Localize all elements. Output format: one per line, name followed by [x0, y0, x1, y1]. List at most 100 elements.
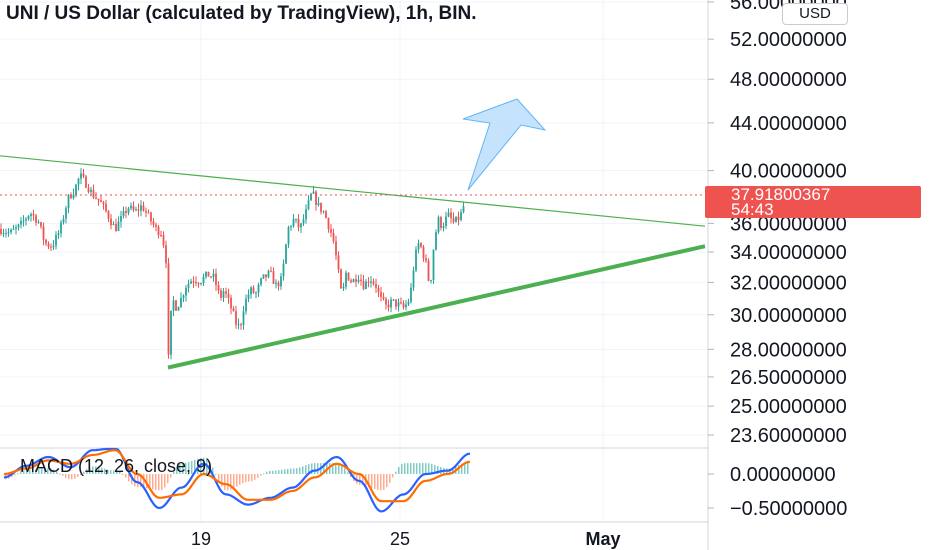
- time-tick-label: 25: [390, 529, 410, 549]
- candle-body: [95, 197, 97, 199]
- candles: [0, 168, 465, 360]
- macd-histogram-bar: [422, 463, 424, 474]
- macd-histogram-bar: [170, 474, 172, 478]
- macd-histogram-bar: [278, 470, 280, 474]
- macd-histogram-bar: [50, 468, 52, 474]
- candle-body: [287, 227, 290, 245]
- last-price-value: 37.91800367: [731, 185, 831, 204]
- macd-histogram-bar: [98, 466, 100, 474]
- macd-histogram-bar: [284, 469, 286, 474]
- candle-body: [427, 260, 430, 281]
- candle-body: [332, 232, 335, 242]
- macd-histogram-bar: [293, 468, 295, 474]
- candle-body: [447, 212, 450, 217]
- candle-body: [342, 286, 345, 289]
- candle-body: [162, 235, 165, 246]
- macd-histogram-bar: [122, 474, 124, 475]
- candle-body: [265, 274, 267, 278]
- candle-body: [412, 270, 415, 288]
- candle-body: [97, 198, 100, 201]
- candle-body: [267, 270, 270, 278]
- signal-line: [3, 449, 471, 503]
- candle-body: [150, 212, 152, 222]
- macd-histogram-bar: [56, 471, 58, 474]
- macd-histogram-bar: [350, 474, 352, 478]
- macd-histogram-bar: [146, 474, 148, 489]
- candle-body: [272, 271, 275, 284]
- candle-body: [52, 245, 55, 248]
- macd-histogram-bar: [266, 471, 268, 474]
- candle-body: [277, 282, 280, 287]
- macd-histogram-bar: [17, 473, 19, 475]
- candle-body: [432, 249, 435, 281]
- candle-body: [205, 271, 207, 277]
- grid-lines: [0, 0, 708, 522]
- candle-body: [202, 276, 205, 284]
- candle-body: [172, 300, 175, 311]
- trendline-thick[interactable]: [167, 244, 706, 370]
- candle-body: [232, 308, 235, 312]
- macd-histogram-bar: [317, 463, 319, 474]
- macd-histogram-bar: [62, 474, 64, 476]
- candle-body: [385, 298, 387, 305]
- macd-histogram-bar: [89, 467, 91, 474]
- macd-histogram-bar: [302, 466, 304, 474]
- candle-body: [462, 206, 465, 213]
- macd-histogram-bar: [464, 462, 466, 474]
- macd-histogram-bar: [140, 474, 142, 488]
- macd-histogram-bar: [215, 474, 217, 475]
- candle-body: [15, 227, 17, 229]
- candle-body: [227, 293, 230, 298]
- candle-body: [317, 202, 320, 205]
- candle-body: [417, 243, 420, 250]
- candle-body: [222, 291, 225, 298]
- macd-histogram-bar: [29, 469, 31, 474]
- candle-body: [75, 184, 77, 195]
- macd-histogram-bar: [125, 474, 127, 478]
- macd-histogram-bar: [32, 469, 34, 474]
- candle-body: [435, 231, 437, 250]
- macd-histogram-bar: [218, 474, 220, 482]
- candle-body: [362, 280, 365, 290]
- currency-button[interactable]: USD: [782, 3, 848, 25]
- candle-body: [122, 211, 125, 216]
- candle-body: [100, 200, 102, 203]
- candle-body: [322, 211, 325, 213]
- macd-histogram-bar: [239, 474, 241, 485]
- candle-body: [12, 228, 15, 230]
- candle-body: [402, 303, 405, 308]
- macd-histogram-bar: [71, 474, 73, 480]
- candle-body: [200, 283, 202, 285]
- macd-indicator-label[interactable]: MACD (12, 26, close, 9): [20, 456, 213, 476]
- candle-body: [315, 191, 317, 205]
- macd-histogram-bar: [362, 474, 364, 486]
- macd-histogram-bar: [119, 472, 121, 474]
- macd-histogram-bar: [413, 463, 415, 474]
- candle-countdown: 54:43: [731, 200, 774, 219]
- macd-histogram-bar: [164, 474, 166, 488]
- candle-body: [390, 299, 392, 308]
- price-tick-label: 23.60000000: [730, 425, 847, 447]
- macd-histogram-bar: [308, 464, 310, 474]
- candle-body: [217, 285, 220, 291]
- candle-body: [117, 221, 120, 231]
- macd-histogram-bar: [338, 463, 340, 474]
- candle-body: [82, 173, 85, 177]
- trendline-thin[interactable]: [0, 155, 706, 227]
- candle-body: [107, 211, 110, 219]
- price-tick-label: 28.00000000: [730, 339, 847, 361]
- macd-histogram-bar: [107, 469, 109, 474]
- candle-body: [422, 246, 425, 259]
- macd-histogram-bar: [419, 463, 421, 474]
- macd-histogram-bar: [407, 463, 409, 474]
- macd-histogram-bar: [47, 468, 49, 474]
- macd-histogram-bar: [68, 474, 70, 480]
- candle-body: [337, 255, 340, 270]
- candle-body: [137, 209, 140, 211]
- candle-body: [350, 280, 352, 283]
- price-tick-label: 40.00000000: [730, 161, 847, 183]
- macd-histogram-bar: [158, 474, 160, 491]
- candle-body: [45, 239, 47, 244]
- candle-body: [102, 202, 105, 204]
